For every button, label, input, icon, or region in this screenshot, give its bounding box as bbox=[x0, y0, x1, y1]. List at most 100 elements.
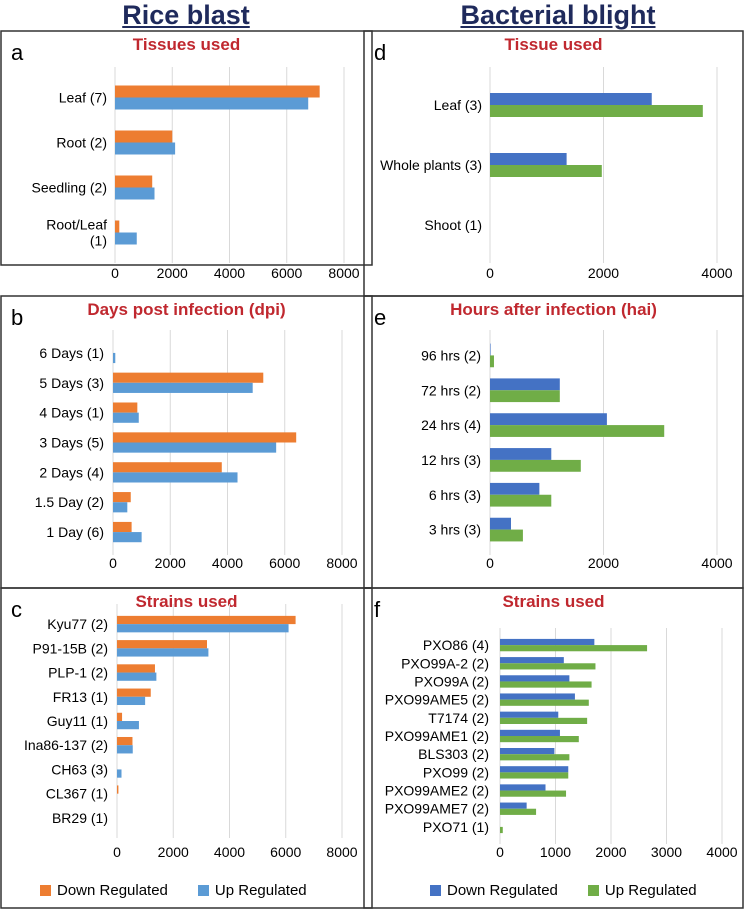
legend-swatch-down bbox=[430, 885, 441, 896]
legend-label-up: Up Regulated bbox=[604, 882, 697, 899]
bar-up bbox=[117, 745, 133, 754]
bar-up bbox=[115, 97, 309, 110]
bar-down bbox=[117, 785, 119, 794]
category-label: 5 Days (3) bbox=[39, 375, 104, 391]
panel-letter-e: e bbox=[374, 305, 386, 330]
panel-title-a: Tissues used bbox=[133, 35, 240, 54]
x-tick-label: 0 bbox=[109, 555, 117, 571]
legend-label-down: Down Regulated bbox=[447, 882, 558, 899]
legend-label-up: Up Regulated bbox=[214, 882, 307, 899]
bar-down bbox=[490, 517, 511, 530]
x-tick-label: 4000 bbox=[214, 265, 245, 281]
category-label: PXO99AME1 (2) bbox=[385, 728, 489, 744]
panel-title-f: Strains used bbox=[502, 592, 604, 611]
x-tick-label: 6000 bbox=[269, 555, 300, 571]
bar-down bbox=[490, 413, 607, 426]
category-label: T7174 (2) bbox=[428, 710, 489, 726]
panel-title-b: Days post infection (dpi) bbox=[87, 300, 285, 319]
bar-up bbox=[490, 390, 560, 403]
bar-down bbox=[500, 748, 555, 755]
panel-title-c: Strains used bbox=[135, 592, 237, 611]
panel-title-d: Tissue used bbox=[505, 35, 603, 54]
category-label: 1.5 Day (2) bbox=[35, 494, 104, 510]
bar-up bbox=[117, 672, 157, 681]
x-tick-label: 2000 bbox=[157, 265, 188, 281]
category-label: P91-15B (2) bbox=[33, 640, 108, 656]
x-tick-label: 4000 bbox=[701, 265, 732, 281]
category-label: (1) bbox=[90, 233, 107, 249]
bar-down bbox=[500, 657, 564, 664]
bar-down bbox=[115, 130, 173, 143]
bar-up bbox=[500, 736, 579, 743]
legend-bacterial-blight: Down Regulated Up Regulated bbox=[430, 882, 697, 899]
category-label: Guy11 (1) bbox=[47, 713, 108, 729]
bar-up bbox=[500, 699, 589, 706]
panel-title-e: Hours after infection (hai) bbox=[450, 300, 657, 319]
bar-up bbox=[115, 142, 176, 155]
category-label: Ina86-137 (2) bbox=[24, 737, 108, 753]
category-label: PXO99 (2) bbox=[423, 764, 489, 780]
bar-up bbox=[113, 412, 139, 423]
category-label: 24 hrs (4) bbox=[421, 417, 481, 433]
bar-down bbox=[117, 615, 296, 625]
bar-up bbox=[490, 355, 494, 368]
bar-down bbox=[113, 492, 131, 503]
bar-up bbox=[115, 187, 155, 200]
x-tick-label: 2000 bbox=[595, 844, 626, 860]
panel-border-c bbox=[0, 587, 373, 909]
x-tick-label: 8000 bbox=[326, 844, 357, 860]
bar-up bbox=[113, 382, 253, 393]
category-label: CH63 (3) bbox=[51, 761, 108, 777]
x-tick-label: 4000 bbox=[706, 844, 737, 860]
bar-down bbox=[117, 640, 207, 649]
category-label: Leaf (3) bbox=[434, 97, 482, 113]
category-label: Whole plants (3) bbox=[380, 157, 482, 173]
bar-up bbox=[500, 826, 503, 834]
category-label: PLP-1 (2) bbox=[48, 665, 108, 681]
bar-up bbox=[117, 624, 289, 633]
bar-down bbox=[500, 729, 560, 736]
x-tick-label: 0 bbox=[486, 265, 494, 281]
category-label: 6 hrs (3) bbox=[429, 487, 481, 503]
x-tick-label: 6000 bbox=[271, 265, 302, 281]
x-tick-label: 8000 bbox=[326, 555, 357, 571]
panel-border-f bbox=[363, 587, 744, 909]
bar-down bbox=[115, 85, 320, 98]
bar-up bbox=[113, 532, 142, 543]
bar-up bbox=[117, 721, 139, 730]
bar-down bbox=[500, 693, 575, 700]
bar-down bbox=[500, 802, 527, 809]
bar-up bbox=[113, 442, 277, 453]
x-tick-label: 4000 bbox=[214, 844, 245, 860]
category-label: 3 Days (5) bbox=[39, 435, 104, 451]
category-label: FR13 (1) bbox=[53, 689, 108, 705]
column-title-bacterial-blight: Bacterial blight bbox=[460, 0, 656, 30]
panel-letter-a: a bbox=[11, 40, 24, 65]
x-tick-label: 3000 bbox=[651, 844, 682, 860]
category-label: PXO99A (2) bbox=[414, 673, 489, 689]
panel-border-e bbox=[363, 295, 744, 589]
bar-up bbox=[500, 645, 648, 652]
category-label: 1 Day (6) bbox=[46, 524, 104, 540]
category-label: PXO99A-2 (2) bbox=[401, 655, 489, 671]
bar-down bbox=[490, 153, 567, 165]
panel-letter-d: d bbox=[374, 40, 386, 65]
category-label: Leaf (7) bbox=[59, 90, 107, 106]
category-label: 2 Days (4) bbox=[39, 464, 104, 480]
bar-up bbox=[117, 769, 122, 778]
bar-up bbox=[490, 425, 665, 437]
category-label: PXO99AME7 (2) bbox=[385, 801, 489, 817]
bar-up bbox=[113, 502, 128, 513]
panel-border-a bbox=[0, 30, 373, 266]
category-label: 6 Days (1) bbox=[39, 345, 104, 361]
bar-up bbox=[490, 165, 602, 177]
bar-down bbox=[500, 638, 595, 646]
bar-down bbox=[117, 736, 133, 746]
column-title-rice-blast: Rice blast bbox=[122, 0, 250, 30]
category-label: PXO71 (1) bbox=[423, 819, 489, 835]
x-tick-label: 4000 bbox=[212, 555, 243, 571]
legend-rice-blast: Down Regulated Up Regulated bbox=[40, 882, 307, 899]
x-tick-label: 6000 bbox=[270, 844, 301, 860]
legend-swatch-up bbox=[587, 885, 599, 896]
